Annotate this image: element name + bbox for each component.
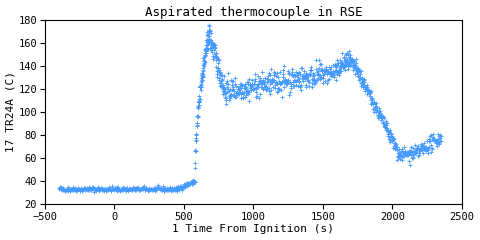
Y-axis label: 17 TR24A (C): 17 TR24A (C) — [6, 71, 15, 152]
Title: Aspirated thermocouple in RSE: Aspirated thermocouple in RSE — [144, 6, 362, 18]
X-axis label: 1 Time From Ignition (s): 1 Time From Ignition (s) — [172, 224, 335, 234]
